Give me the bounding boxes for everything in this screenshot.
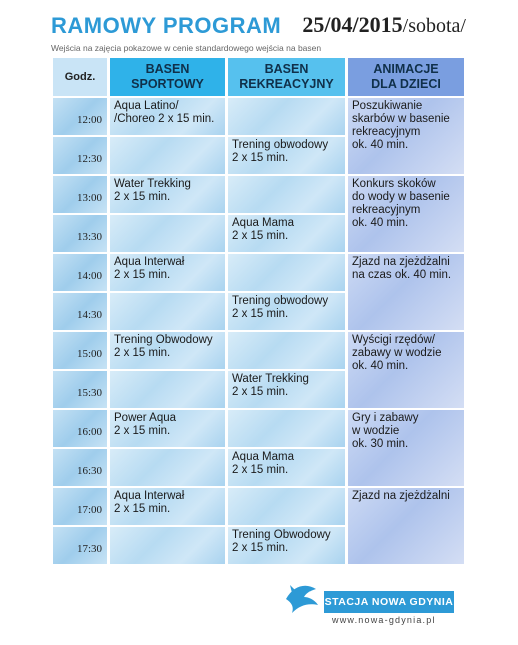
table-row: 16:30 Aqua Mama 2 x 15 min.: [53, 449, 464, 486]
time-label: 15:00: [76, 348, 102, 360]
rekreacyjny-cell: [228, 488, 345, 525]
time-label: 12:00: [76, 114, 102, 126]
time-label: 13:30: [76, 231, 102, 243]
sportowy-cell: [110, 449, 225, 486]
animacje-cell: Konkurs skoków do wody w basenie rekreac…: [348, 176, 464, 252]
rekreacyjny-cell: Trening obwodowy 2 x 15 min.: [228, 137, 345, 174]
event-date: 25/04/2015/sobota/: [302, 12, 466, 38]
table-row: 14:00 Aqua Interwał 2 x 15 min. Zjazd na…: [53, 254, 464, 330]
time-cell: 14:30: [53, 293, 107, 330]
rekreacyjny-cell: [228, 176, 345, 213]
time-cell: 15:30: [53, 371, 107, 408]
time-label: 14:00: [76, 270, 102, 282]
table-row: 15:30 Water Trekking 2 x 15 min.: [53, 371, 464, 408]
table-row: 12:00 Aqua Latino/ /Choreo 2 x 15 min. P…: [53, 98, 464, 174]
time-cell: 13:30: [53, 215, 107, 252]
time-label: 17:30: [76, 543, 102, 555]
rekreacyjny-cell: [228, 410, 345, 447]
time-cell: 16:30: [53, 449, 107, 486]
table-row: 13:30 Aqua Mama 2 x 15 min.: [53, 215, 464, 252]
rekreacyjny-cell: [228, 332, 345, 369]
rekreacyjny-cell: Aqua Mama 2 x 15 min.: [228, 449, 345, 486]
animacje-cell: Zjazd na zjeżdżalni: [348, 488, 464, 564]
date-day: /sobota/: [402, 15, 466, 37]
animacje-cell: Wyścigi rzędów/ zabawy w wodzie ok. 40 m…: [348, 332, 464, 408]
time-cell: 13:00: [53, 176, 107, 213]
table-row: 13:00 Water Trekking 2 x 15 min. Konkurs…: [53, 176, 464, 252]
table-row: 12:30 Trening obwodowy 2 x 15 min.: [53, 137, 464, 174]
rekreacyjny-cell: [228, 254, 345, 291]
time-cell: 16:00: [53, 410, 107, 447]
animacje-cell: Poszukiwanie skarbów w basenie rekreacyj…: [348, 98, 464, 174]
animacje-cell: Zjazd na zjeżdżalni na czas ok. 40 min.: [348, 254, 464, 330]
fish-icon: [286, 585, 318, 613]
time-cell: 15:00: [53, 332, 107, 369]
sportowy-cell: Trening Obwodowy 2 x 15 min.: [110, 332, 225, 369]
sportowy-cell: Aqua Latino/ /Choreo 2 x 15 min.: [110, 98, 225, 135]
table-row: 17:00 Aqua Interwał 2 x 15 min. Zjazd na…: [53, 488, 464, 564]
sportowy-cell: [110, 371, 225, 408]
table-row: 17:30 Trening Obwodowy 2 x 15 min.: [53, 527, 464, 564]
sportowy-cell: Aqua Interwał 2 x 15 min.: [110, 254, 225, 291]
table-row: 16:00 Power Aqua 2 x 15 min. Gry i zabaw…: [53, 410, 464, 486]
schedule-table: Godz. BASEN SPORTOWY BASEN REKREACYJNY A…: [50, 56, 467, 566]
sportowy-cell: [110, 137, 225, 174]
time-cell: 14:00: [53, 254, 107, 291]
table-row: 15:00 Trening Obwodowy 2 x 15 min. Wyści…: [53, 332, 464, 408]
table-row: 14:30 Trening obwodowy 2 x 15 min.: [53, 293, 464, 330]
column-header-sportowy: BASEN SPORTOWY: [110, 58, 225, 96]
page-subtitle: Wejścia na zajęcia pokazowe w cenie stan…: [51, 43, 322, 53]
logo-label: STACJA NOWA GDYNIA: [324, 591, 454, 613]
time-label: 13:00: [76, 192, 102, 204]
sportowy-cell: Power Aqua 2 x 15 min.: [110, 410, 225, 447]
sportowy-cell: [110, 527, 225, 564]
website-url: www.nowa-gdynia.pl: [332, 615, 436, 625]
rekreacyjny-cell: [228, 98, 345, 135]
time-label: 16:30: [76, 465, 102, 477]
column-header-rekreacyjny: BASEN REKREACYJNY: [228, 58, 345, 96]
time-cell: 12:00: [53, 98, 107, 135]
time-label: 14:30: [76, 309, 102, 321]
page-title: RAMOWY PROGRAM: [51, 13, 282, 38]
time-label: 16:00: [76, 426, 102, 438]
time-label: 12:30: [76, 153, 102, 165]
time-cell: 17:30: [53, 527, 107, 564]
sportowy-cell: Water Trekking 2 x 15 min.: [110, 176, 225, 213]
animacje-cell: Gry i zabawy w wodzie ok. 30 min.: [348, 410, 464, 486]
date-main: 25/04/2015: [302, 12, 403, 37]
time-cell: 12:30: [53, 137, 107, 174]
time-label: 17:00: [76, 504, 102, 516]
column-header-animacje: ANIMACJE DLA DZIECI: [348, 58, 464, 96]
column-header-godz: Godz.: [53, 58, 107, 96]
rekreacyjny-cell: Trening Obwodowy 2 x 15 min.: [228, 527, 345, 564]
rekreacyjny-cell: Trening obwodowy 2 x 15 min.: [228, 293, 345, 330]
sportowy-cell: [110, 293, 225, 330]
sportowy-cell: Aqua Interwał 2 x 15 min.: [110, 488, 225, 525]
time-label: 15:30: [76, 387, 102, 399]
rekreacyjny-cell: Aqua Mama 2 x 15 min.: [228, 215, 345, 252]
time-cell: 17:00: [53, 488, 107, 525]
rekreacyjny-cell: Water Trekking 2 x 15 min.: [228, 371, 345, 408]
sportowy-cell: [110, 215, 225, 252]
